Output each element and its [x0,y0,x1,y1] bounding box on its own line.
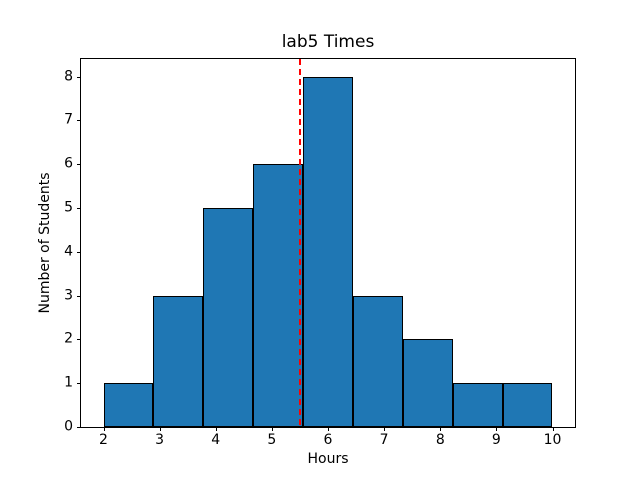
y-tick [77,208,81,209]
y-tick-label: 1 [64,374,73,391]
x-tick-label: 10 [543,432,562,448]
x-tick [271,427,273,431]
x-tick [440,427,442,431]
histogram-bar [103,383,154,427]
histogram-bar [303,76,353,427]
y-axis-label: Number of Students [37,172,53,314]
x-tick-label: 6 [323,432,333,448]
histogram-bar [253,164,304,427]
y-tick-label: 3 [64,287,73,304]
y-tick [77,251,81,253]
y-tick-label: 6 [64,155,73,172]
y-tick-label: 8 [64,68,73,84]
x-tick-label: 9 [491,432,501,448]
y-tick-label: 0 [64,418,73,435]
histogram-bar [452,383,503,427]
histogram-bar [352,295,403,427]
y-tick-label: 2 [64,330,73,347]
y-tick [77,339,81,341]
y-tick-label: 5 [64,199,73,216]
x-tick-label: 8 [435,432,445,448]
x-tick [103,427,105,431]
x-axis-label: Hours [307,451,349,467]
x-tick-label: 5 [267,432,277,448]
histogram-bar [502,383,553,427]
plot-area: 2 3 4 5 6 7 8 9 10 0 1 2 3 4 5 6 7 8 [64,58,576,448]
x-tick-label: 3 [155,432,165,448]
y-tick [77,120,81,122]
histogram-bar [203,208,254,427]
x-tick-label: 2 [99,432,108,448]
x-tick-label: 7 [379,432,389,448]
y-tick-label: 7 [64,111,73,128]
x-tick [328,427,329,431]
y-tick [77,76,81,78]
x-tick [496,427,498,431]
y-tick [77,164,81,166]
x-tick-label: 4 [211,432,221,448]
x-tick [552,427,554,431]
y-tick-label: 4 [64,243,73,260]
histogram-bar [153,295,204,427]
mean-vline [298,59,301,427]
x-tick [215,427,217,431]
y-tick [77,383,81,385]
y-tick [77,427,81,428]
histogram-bar [402,339,453,427]
y-tick [77,295,81,297]
chart-title: lab5 Times [281,32,375,52]
x-tick [159,427,161,431]
x-tick [384,427,386,431]
